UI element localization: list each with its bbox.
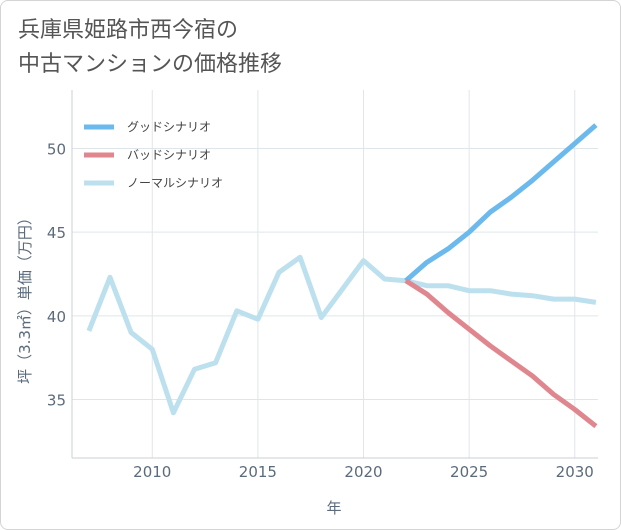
y-tick-label: 35 [47, 391, 66, 409]
legend-label: ノーマルシナリオ [127, 176, 223, 190]
legend-label: バッドシナリオ [127, 148, 211, 162]
y-tick-label: 50 [47, 141, 66, 159]
x-tick-label: 2030 [556, 463, 594, 481]
x-tick-label: 2025 [450, 463, 488, 481]
grid-lines [72, 90, 598, 458]
bad-scenario-line [404, 278, 598, 429]
series-lines [86, 123, 598, 429]
good-scenario-line [404, 123, 598, 283]
normal-scenario-line [86, 254, 597, 416]
legend-label: グッドシナリオ [127, 120, 211, 134]
chart-title-line-2: 中古マンションの価格推移 [18, 52, 283, 77]
x-tick-label: 2015 [239, 463, 277, 481]
y-tick-label: 40 [47, 308, 66, 326]
x-tick-label: 2020 [344, 463, 382, 481]
axes [71, 90, 598, 459]
chart-title-line-1: 兵庫県姫路市西今宿の [18, 18, 239, 43]
x-tick-label: 2010 [133, 463, 171, 481]
y-tick-label: 45 [47, 224, 66, 242]
chart-title: 兵庫県姫路市西今宿の 中古マンションの価格推移 [18, 14, 282, 82]
x-axis-label: 年 [326, 499, 341, 517]
tick-labels: 2010 2015 2020 2025 2030 35 40 45 50 [47, 141, 594, 481]
y-axis-label: 坪（3.3㎡）単価（万円） [16, 210, 34, 384]
